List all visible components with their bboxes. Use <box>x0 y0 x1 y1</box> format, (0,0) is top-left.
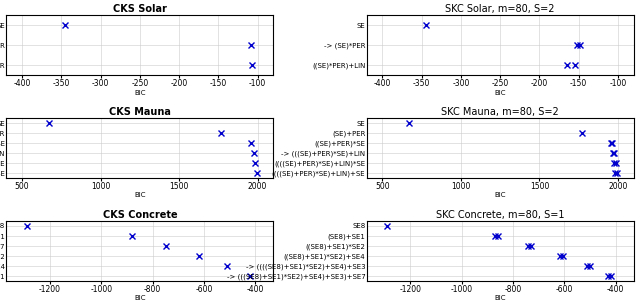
Title: SKC Solar, m=80, S=2: SKC Solar, m=80, S=2 <box>445 5 555 14</box>
X-axis label: BIC: BIC <box>495 90 506 95</box>
Title: CKS Solar: CKS Solar <box>113 5 167 14</box>
X-axis label: BIC: BIC <box>134 192 145 198</box>
X-axis label: BIC: BIC <box>495 192 506 198</box>
Title: CKS Concrete: CKS Concrete <box>102 210 177 220</box>
X-axis label: BIC: BIC <box>134 295 145 301</box>
Title: SKC Mauna, m=80, S=2: SKC Mauna, m=80, S=2 <box>441 107 559 117</box>
Title: SKC Concrete, m=80, S=1: SKC Concrete, m=80, S=1 <box>436 210 564 220</box>
X-axis label: BIC: BIC <box>134 90 145 95</box>
Title: CKS Mauna: CKS Mauna <box>109 107 171 117</box>
X-axis label: BIC: BIC <box>495 295 506 301</box>
